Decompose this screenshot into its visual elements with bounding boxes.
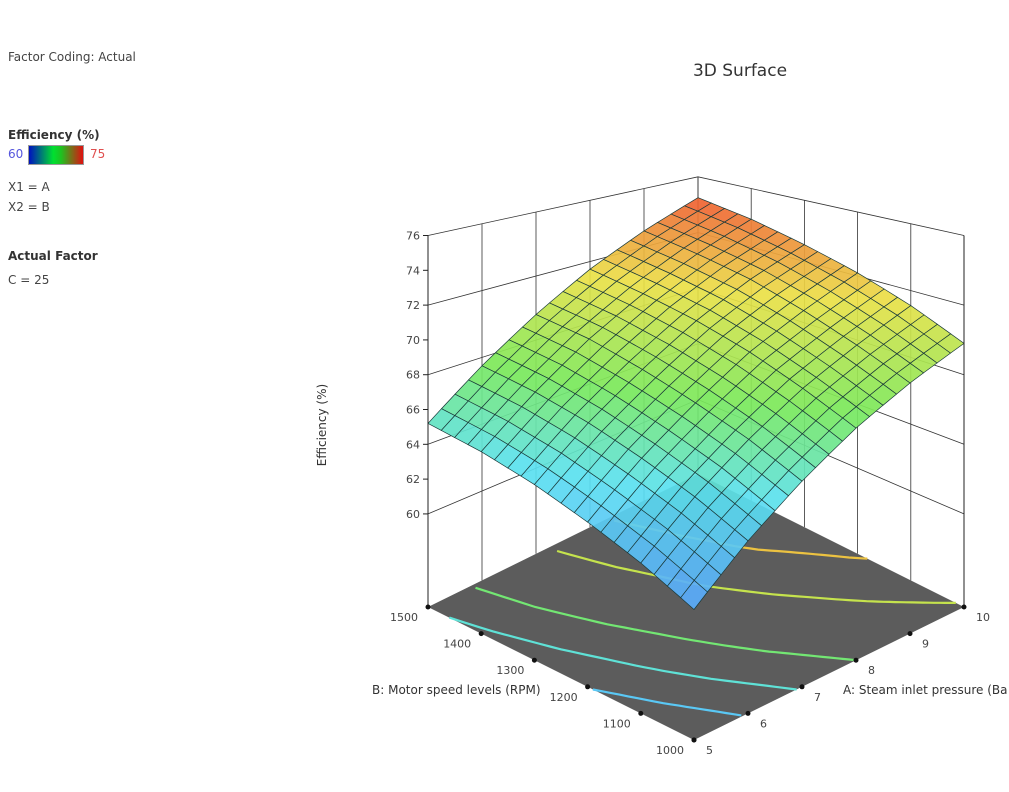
y-tick-label: 1500 — [390, 611, 418, 624]
color-scale-bar — [28, 145, 84, 165]
y-tick-label: 1200 — [550, 691, 578, 704]
y-tick-dot — [478, 631, 484, 637]
z-axis-label: Efficiency (%) — [315, 384, 329, 466]
legend-min-label: 60 — [8, 147, 24, 161]
x-tick-dot — [799, 684, 805, 690]
x-tick-dot — [691, 737, 697, 743]
z-tick-label: 64 — [406, 438, 420, 451]
actual-factor-value: C = 25 — [8, 273, 50, 287]
z-tick-label: 60 — [406, 508, 420, 521]
x-tick-dot — [853, 657, 859, 663]
y-tick-dot — [638, 710, 644, 716]
actual-factor-heading: Actual Factor — [8, 249, 98, 263]
floor-contour-line — [475, 586, 857, 662]
x-tick-label: 8 — [868, 664, 875, 677]
wall-horizontal-gridline — [427, 176, 965, 236]
y-tick-label: 1300 — [496, 664, 524, 677]
x-tick-dot — [961, 604, 967, 610]
y-tick-label: 1400 — [443, 638, 471, 651]
x-tick-dot — [907, 631, 913, 637]
z-tick-label: 76 — [406, 230, 420, 243]
floor-contour-line — [448, 616, 797, 691]
z-tick-label: 62 — [406, 473, 420, 486]
response-legend-title: Efficiency (%) — [8, 128, 100, 142]
y-tick-dot — [531, 657, 537, 663]
surface-patch — [680, 579, 708, 611]
z-tick-label: 66 — [406, 404, 420, 417]
z-tick-label: 68 — [406, 369, 420, 382]
x-tick-label: 5 — [706, 744, 713, 757]
x1-mapping: X1 = A — [8, 180, 50, 194]
z-tick-label: 72 — [406, 299, 420, 312]
chart-title: 3D Surface — [693, 61, 787, 81]
y-tick-dot — [585, 684, 591, 690]
x-tick-label: 10 — [976, 611, 990, 624]
y-tick-label: 1100 — [603, 717, 631, 730]
legend-max-label: 75 — [90, 147, 106, 161]
factor-coding-label: Factor Coding: Actual — [8, 50, 136, 64]
x-tick-dot — [745, 710, 751, 716]
y-tick-dot — [425, 604, 431, 610]
x-tick-label: 9 — [922, 638, 929, 651]
z-tick-label: 74 — [406, 264, 420, 277]
z-tick-label: 70 — [406, 334, 420, 347]
x2-mapping: X2 = B — [8, 200, 50, 214]
x-tick-label: 6 — [760, 717, 767, 730]
y-tick-label: 1000 — [656, 744, 684, 757]
floor-contour-line — [592, 688, 742, 717]
x-tick-label: 7 — [814, 691, 821, 704]
x-axis-label: A: Steam inlet pressure (Ba — [843, 683, 1008, 697]
y-axis-label: B: Motor speed levels (RPM) — [372, 683, 541, 697]
